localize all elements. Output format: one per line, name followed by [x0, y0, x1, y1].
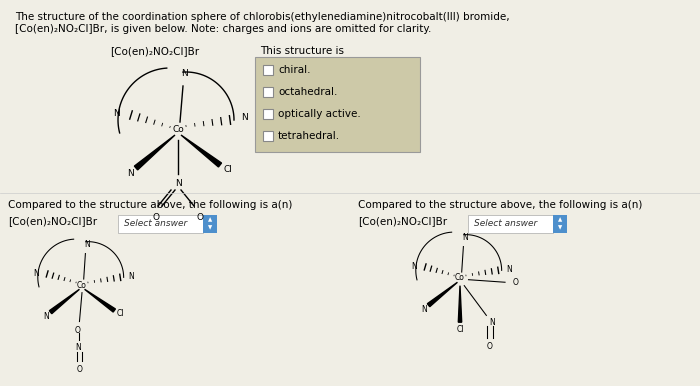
- Bar: [263, 109, 273, 119]
- Text: N: N: [84, 240, 90, 249]
- Text: optically active.: optically active.: [278, 109, 360, 119]
- Text: N: N: [489, 318, 495, 327]
- Text: ▲: ▲: [558, 218, 562, 223]
- Text: N: N: [181, 69, 188, 78]
- Polygon shape: [50, 289, 80, 314]
- Bar: [203, 215, 217, 233]
- Bar: [263, 65, 273, 75]
- Bar: [263, 87, 273, 97]
- Polygon shape: [85, 289, 116, 312]
- Text: O: O: [512, 278, 518, 287]
- Text: [Co(en)₂NO₂Cl]Br: [Co(en)₂NO₂Cl]Br: [110, 46, 199, 56]
- Polygon shape: [428, 282, 458, 307]
- Text: O: O: [76, 365, 83, 374]
- Text: O: O: [153, 213, 160, 222]
- Text: N: N: [411, 262, 417, 271]
- Text: N: N: [43, 312, 49, 321]
- Text: N: N: [127, 169, 134, 178]
- Text: N: N: [113, 108, 120, 117]
- Text: tetrahedral.: tetrahedral.: [278, 131, 340, 141]
- Text: N: N: [462, 233, 468, 242]
- Text: [Co(en)₂NO₂Cl]Br: [Co(en)₂NO₂Cl]Br: [358, 216, 447, 226]
- Bar: [553, 215, 567, 233]
- Bar: [263, 131, 273, 141]
- Text: N: N: [421, 305, 427, 314]
- Bar: [255, 57, 420, 152]
- Text: This structure is: This structure is: [260, 46, 344, 56]
- Text: N: N: [128, 272, 134, 281]
- Text: N: N: [506, 265, 512, 274]
- Polygon shape: [134, 135, 175, 170]
- Bar: [118, 215, 203, 233]
- Text: ▲: ▲: [208, 218, 212, 223]
- Text: chiral.: chiral.: [278, 65, 311, 75]
- Text: N: N: [241, 113, 248, 122]
- Text: [Co(en)₂NO₂Cl]Br: [Co(en)₂NO₂Cl]Br: [8, 216, 97, 226]
- Text: ▼: ▼: [208, 225, 212, 230]
- Text: Cl: Cl: [456, 325, 463, 334]
- Polygon shape: [181, 135, 221, 167]
- Text: Cl: Cl: [223, 164, 232, 173]
- Text: octahedral.: octahedral.: [278, 87, 337, 97]
- Text: Cl: Cl: [116, 308, 124, 318]
- Text: N: N: [75, 344, 80, 352]
- Polygon shape: [458, 286, 462, 322]
- Text: O: O: [486, 342, 493, 351]
- Text: O: O: [75, 325, 80, 335]
- Text: N: N: [174, 178, 181, 188]
- Text: The structure of the coordination sphere of chlorobis(ethylenediamine)nitrocobal: The structure of the coordination sphere…: [15, 12, 510, 22]
- Bar: [468, 215, 553, 233]
- Text: O: O: [197, 213, 204, 222]
- Text: Select answer: Select answer: [124, 220, 188, 229]
- Text: Compared to the structure above, the following is a(n): Compared to the structure above, the fol…: [8, 200, 293, 210]
- Text: Select answer: Select answer: [474, 220, 538, 229]
- Text: Co: Co: [77, 281, 87, 290]
- Text: Co: Co: [455, 274, 465, 283]
- Text: Co: Co: [172, 125, 184, 134]
- Text: Compared to the structure above, the following is a(n): Compared to the structure above, the fol…: [358, 200, 643, 210]
- Text: ▼: ▼: [558, 225, 562, 230]
- Text: [Co(en)₂NO₂Cl]Br, is given below. Note: charges and ions are omitted for clarity: [Co(en)₂NO₂Cl]Br, is given below. Note: …: [15, 24, 431, 34]
- Text: N: N: [33, 269, 39, 278]
